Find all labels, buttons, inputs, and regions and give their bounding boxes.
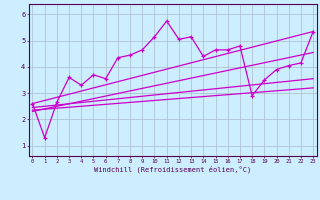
X-axis label: Windchill (Refroidissement éolien,°C): Windchill (Refroidissement éolien,°C) [94, 166, 252, 173]
